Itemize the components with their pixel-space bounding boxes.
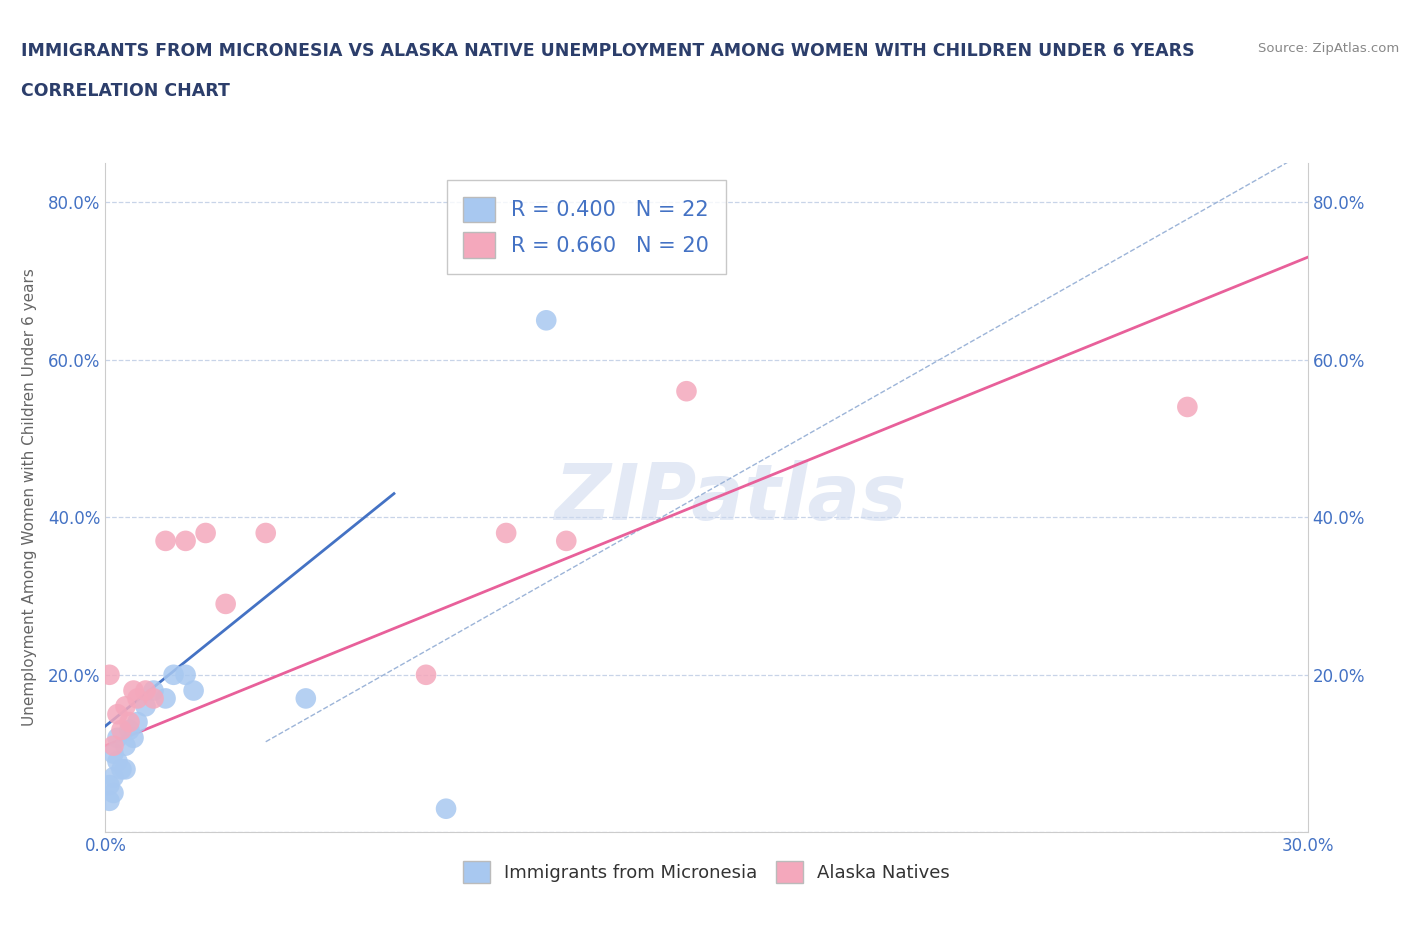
Point (142, 691, 165, 706)
Point (155, 534, 177, 549)
Point (1177, 400, 1199, 415)
Point (534, 312, 557, 327)
Point (107, 707, 129, 722)
Point (103, 770, 125, 785)
Point (155, 691, 177, 706)
Point (127, 691, 149, 706)
Point (174, 534, 197, 549)
Point (122, 684, 145, 698)
Point (254, 525, 277, 540)
Point (555, 534, 578, 549)
Point (122, 730, 145, 745)
Point (127, 714, 149, 729)
Point (103, 786, 125, 801)
Text: Source: ZipAtlas.com: Source: ZipAtlas.com (1258, 42, 1399, 55)
Point (495, 525, 517, 540)
Point (107, 730, 129, 745)
Point (295, 691, 318, 706)
Point (110, 762, 132, 777)
Point (114, 762, 136, 777)
Point (107, 754, 129, 769)
Point (103, 738, 125, 753)
Text: CORRELATION CHART: CORRELATION CHART (21, 82, 231, 100)
Point (118, 714, 141, 729)
Point (675, 384, 697, 399)
Y-axis label: Unemployment Among Women with Children Under 6 years: Unemployment Among Women with Children U… (22, 269, 37, 726)
Point (162, 668, 184, 683)
Point (98, 668, 121, 683)
Point (415, 668, 437, 683)
Point (118, 723, 141, 737)
Point (142, 684, 165, 698)
Point (98, 777, 121, 792)
Point (434, 802, 457, 817)
Text: ZIPatlas: ZIPatlas (554, 459, 907, 536)
Point (103, 746, 125, 761)
Text: IMMIGRANTS FROM MICRONESIA VS ALASKA NATIVE UNEMPLOYMENT AMONG WOMEN WITH CHILDR: IMMIGRANTS FROM MICRONESIA VS ALASKA NAT… (21, 42, 1195, 60)
Point (98, 793, 121, 808)
Point (214, 596, 236, 611)
Point (194, 525, 217, 540)
Point (135, 684, 157, 698)
Point (135, 698, 157, 713)
Point (114, 698, 136, 713)
Point (114, 738, 136, 753)
Point (110, 723, 132, 737)
Point (174, 668, 197, 683)
Point (183, 684, 205, 698)
Legend: Immigrants from Micronesia, Alaska Natives: Immigrants from Micronesia, Alaska Nativ… (456, 854, 957, 890)
